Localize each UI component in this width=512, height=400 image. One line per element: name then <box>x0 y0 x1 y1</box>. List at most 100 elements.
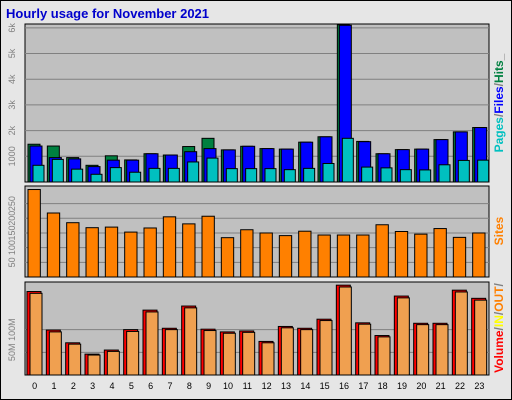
bar-sites <box>298 230 312 278</box>
x-tick-label: 15 <box>320 381 330 391</box>
bar-out <box>126 330 140 376</box>
legend-sites: Sites <box>492 216 506 245</box>
plot-area-top <box>24 23 490 183</box>
bar-sites <box>240 229 254 278</box>
bar-pages <box>457 159 470 183</box>
bar-pages <box>283 169 296 183</box>
legend-out: OUT <box>492 286 506 312</box>
bar-sites <box>278 235 293 278</box>
plot-area-bottom <box>24 281 490 376</box>
y-tick-label: 100 <box>7 240 17 255</box>
bar-sites <box>433 228 447 278</box>
bar-sites <box>472 232 486 278</box>
bar-out <box>280 327 294 376</box>
bar-pages <box>167 167 180 183</box>
bar-pages <box>245 168 258 183</box>
y-tick-label: 3k <box>7 100 17 110</box>
bar-out <box>377 336 391 376</box>
x-tick-label: 8 <box>187 381 192 391</box>
y-tick-label: 250 <box>7 196 17 211</box>
x-tick-label: 7 <box>167 381 172 391</box>
legend-files: Files <box>492 86 506 114</box>
bar-out <box>145 311 159 376</box>
bar-out <box>106 350 120 376</box>
bar-sites <box>66 222 80 278</box>
x-tick-label: 1 <box>51 381 56 391</box>
x-tick-label: 3 <box>90 381 95 391</box>
legend-label-middle: Sites <box>492 216 506 245</box>
y-tick-label: 50M <box>7 344 17 362</box>
x-tick-label: 5 <box>129 381 134 391</box>
x-tick-label: 17 <box>358 381 368 391</box>
legend-separator: / <box>492 282 506 286</box>
y-tick-label: 200 <box>7 211 17 226</box>
bar-out <box>358 323 372 376</box>
bar-out <box>474 299 488 376</box>
x-tick-label: 19 <box>397 381 407 391</box>
bar-pages <box>148 167 161 183</box>
bar-out <box>416 324 430 376</box>
bar-pages <box>264 168 277 183</box>
x-tick-label: 9 <box>206 381 211 391</box>
legend-pages: Pages <box>492 117 506 153</box>
y-tick-label: 50 <box>7 257 17 267</box>
bar-sites <box>375 224 389 278</box>
legend-separator: / <box>492 82 506 86</box>
legend-separator: / <box>492 311 506 315</box>
bar-pages <box>187 161 200 183</box>
bar-out <box>48 331 62 376</box>
x-tick-label: 11 <box>243 381 252 391</box>
bar-pages <box>322 163 335 183</box>
legend-hits: Hits <box>492 60 506 83</box>
x-tick-label: 23 <box>474 381 484 391</box>
bar-sites <box>201 215 215 278</box>
bar-pages <box>225 168 238 183</box>
x-tick-label: 16 <box>339 381 349 391</box>
bar-sites <box>414 233 428 278</box>
x-tick-label: 2 <box>71 381 76 391</box>
bar-sites <box>356 234 370 278</box>
bar-pages <box>32 164 45 183</box>
x-tick-label: 10 <box>223 381 233 391</box>
y-tick-label: 2k <box>7 125 17 135</box>
x-tick-label: 20 <box>416 381 426 391</box>
legend-separator: _ <box>492 53 506 61</box>
bar-sites <box>182 223 196 278</box>
x-tick-label: 4 <box>109 381 114 391</box>
chart-title: Hourly usage for November 2021 <box>6 6 210 21</box>
legend-label-bottom: Volume/IN/OUT/ <box>492 282 506 372</box>
bar-out <box>454 291 468 376</box>
x-tick-label: 18 <box>378 381 388 391</box>
bar-pages <box>438 164 451 183</box>
x-tick-label: 14 <box>300 381 310 391</box>
bar-pages <box>51 158 64 183</box>
bar-out <box>319 320 333 376</box>
legend-separator: / <box>492 113 506 117</box>
legend-in: IN <box>492 315 506 327</box>
bar-sites <box>85 227 99 278</box>
y-tick-label: 6k <box>7 23 17 33</box>
x-tick-label: 12 <box>262 381 272 391</box>
x-tick-label: 21 <box>436 381 446 391</box>
bar-out <box>68 343 82 376</box>
bar-sites <box>27 189 41 278</box>
bar-pages <box>109 167 122 183</box>
bar-out <box>242 331 256 376</box>
x-tick-label: 6 <box>148 381 153 391</box>
x-tick-label: 0 <box>32 381 37 391</box>
bar-out <box>184 307 198 376</box>
bar-pages <box>380 167 393 183</box>
bar-pages <box>341 137 354 183</box>
bar-sites <box>259 232 273 278</box>
y-tick-label: 5k <box>7 48 17 58</box>
bar-sites <box>452 236 467 278</box>
bar-out <box>29 292 43 376</box>
bar-pages <box>303 167 316 183</box>
bar-out <box>87 354 101 376</box>
bar-out <box>261 342 275 376</box>
bar-pages <box>399 169 412 183</box>
bar-sites <box>46 212 61 278</box>
y-tick-label: 150 <box>7 225 17 240</box>
bar-pages <box>90 173 103 183</box>
